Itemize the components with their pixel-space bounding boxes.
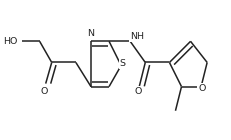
Text: O: O [40, 87, 48, 96]
Text: O: O [134, 87, 141, 96]
Text: NH: NH [130, 32, 144, 41]
Text: O: O [197, 84, 204, 93]
Text: N: N [87, 29, 94, 38]
Text: S: S [119, 60, 125, 68]
Text: HO: HO [3, 37, 18, 46]
